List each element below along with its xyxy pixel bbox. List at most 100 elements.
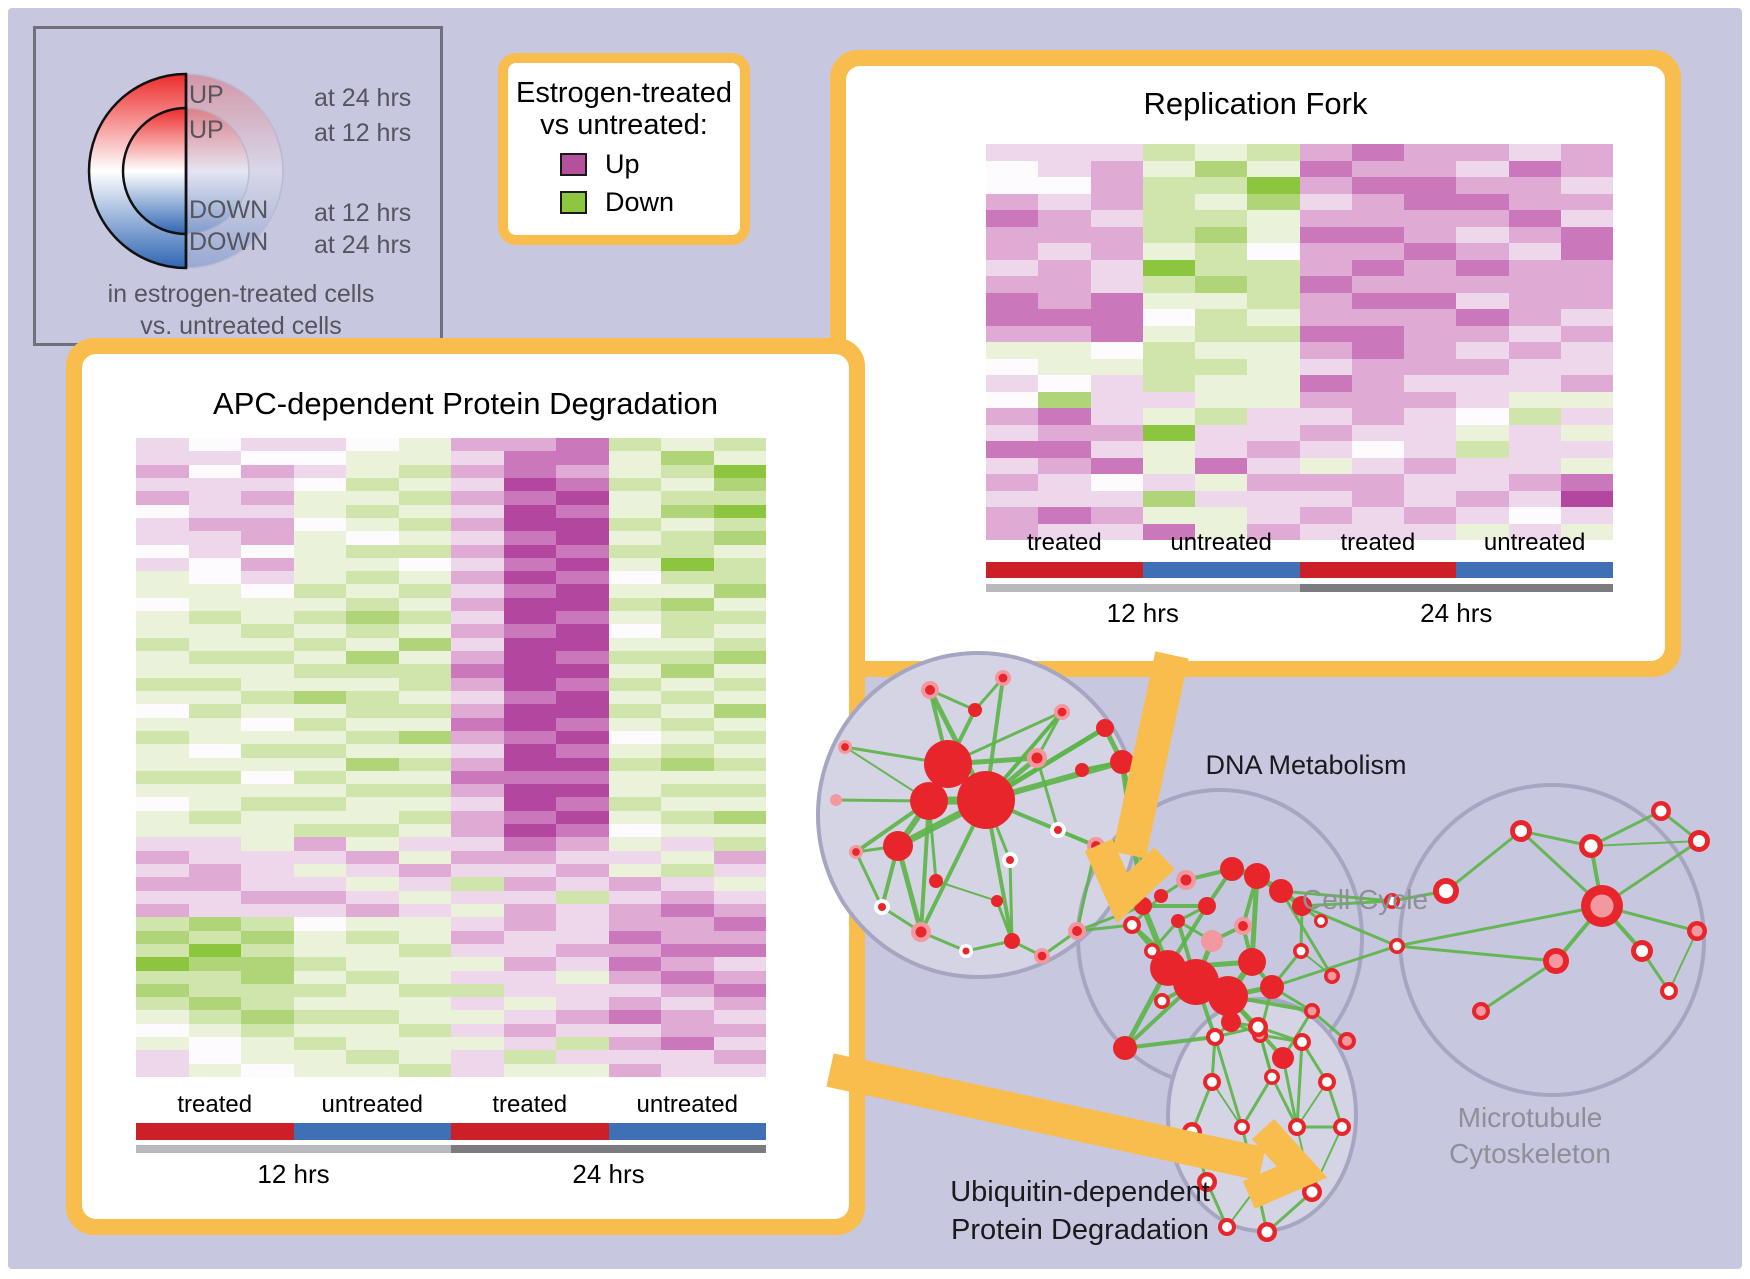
heatmap-cell [346, 544, 399, 558]
network-edge [1554, 904, 1604, 963]
heatmap-cell [136, 451, 189, 465]
heatmap-cell [1247, 408, 1300, 425]
heatmap-cell [1195, 358, 1248, 375]
heatmap-cell [1404, 144, 1457, 161]
network-node [1176, 870, 1196, 890]
legend-up-24-time: at 24 hrs [314, 84, 412, 112]
heatmap-cell [1247, 160, 1300, 177]
heatmap-cell [241, 557, 294, 572]
heatmap-cell [293, 1023, 346, 1038]
heatmap-cell [136, 624, 189, 638]
heatmap-cell [556, 890, 609, 904]
network-edge [1256, 1026, 1274, 1078]
network-edge [1205, 867, 1234, 908]
heatmap-cell [1195, 276, 1248, 293]
network-edge [1194, 981, 1217, 1038]
network-node [1234, 917, 1252, 935]
heatmap-cell [136, 890, 189, 904]
heatmap-cell [661, 651, 714, 665]
heatmap-cell [986, 226, 1039, 243]
heatmap-cell [398, 1063, 451, 1077]
heatmap-cell [1247, 523, 1300, 540]
heatmap-cell [1142, 325, 1195, 342]
heatmap-cell [713, 637, 766, 651]
heatmap-cell [398, 1023, 451, 1038]
heatmap-cell [608, 571, 661, 585]
network-node [1333, 1118, 1351, 1136]
heatmap-cell [661, 957, 714, 971]
heatmap-cell [713, 1063, 766, 1077]
heatmap-cell [1299, 507, 1352, 524]
heatmap-cell [1299, 243, 1352, 260]
estrogen-legend-inner: Estrogen-treated vs untreated: Up Down [508, 63, 740, 235]
heatmap-cell [346, 597, 399, 612]
heatmap-cell [713, 983, 766, 998]
heatmap-cell [1038, 441, 1091, 458]
heatmap-cell [136, 770, 189, 785]
heatmap-cell [293, 837, 346, 851]
heatmap-cell [1508, 490, 1561, 507]
network-node [1075, 763, 1089, 777]
network-node-core [1238, 921, 1248, 931]
heatmap-cell [986, 276, 1039, 293]
cell-cycle-label: Cell Cycle [1301, 884, 1429, 915]
heatmap-cell [451, 624, 504, 638]
heatmap-cell [293, 770, 346, 785]
network-node [910, 782, 948, 820]
heatmap-cell [713, 690, 766, 705]
heatmap-cell [503, 544, 556, 558]
heatmap-cell [713, 730, 766, 745]
heatmap-cell [398, 850, 451, 864]
network-edge [1266, 1190, 1313, 1234]
network-edge [1193, 940, 1215, 983]
network-node [1324, 968, 1340, 984]
up-label: Up [605, 148, 640, 179]
heatmap-cell [1038, 259, 1091, 276]
network-node-core [1207, 1077, 1217, 1087]
heatmap-cell [451, 677, 504, 691]
heatmap-cell [713, 1037, 766, 1051]
network-edge [1249, 875, 1260, 963]
heatmap-cell [451, 651, 504, 665]
heatmap-cell [398, 451, 451, 465]
network-edge [896, 796, 988, 850]
heatmap-cell [986, 375, 1039, 392]
network-edge [1166, 965, 1198, 985]
heatmap-cell [1560, 424, 1613, 441]
heatmap-cell [346, 757, 399, 771]
heatmap-cell [713, 704, 766, 718]
heatmap-cell [293, 677, 346, 691]
heatmap-cell [451, 690, 504, 705]
network-node-core [1252, 1182, 1262, 1192]
heatmap-cell [241, 1010, 294, 1024]
heatmap-cell [1142, 408, 1195, 425]
rf-group-labels: treated untreated treated untreated [986, 529, 1613, 557]
heatmap-cell [398, 690, 451, 705]
estrogen-legend-title-line1: Estrogen-treated [515, 77, 732, 109]
network-edge [1138, 835, 1145, 907]
network-edge [1300, 950, 1333, 977]
heatmap-cell [503, 730, 556, 745]
heatmap-cell [451, 571, 504, 585]
heatmap-cell [1090, 276, 1143, 293]
heatmap-cell [241, 477, 294, 492]
heatmap-cell [986, 144, 1039, 161]
heatmap-cell [1508, 226, 1561, 243]
network-edge [1166, 904, 1209, 970]
network-node-core [1147, 946, 1157, 956]
legend-item-down: Down [560, 187, 688, 218]
heatmap-cell [556, 824, 609, 838]
heatmap-cell [451, 890, 504, 904]
heatmap-cell [1038, 342, 1091, 359]
network-edge [1300, 1041, 1329, 1083]
network-node [1110, 750, 1134, 774]
heatmap-cell [346, 930, 399, 944]
heatmap-cell [1195, 144, 1248, 161]
network-edge [1205, 1181, 1229, 1228]
network-edge [1176, 920, 1198, 983]
heatmap-cell [503, 677, 556, 691]
network-edge [1295, 1041, 1304, 1128]
heatmap-cell [1351, 424, 1404, 441]
network-edge [984, 711, 1064, 801]
heatmap-cell [986, 490, 1039, 507]
